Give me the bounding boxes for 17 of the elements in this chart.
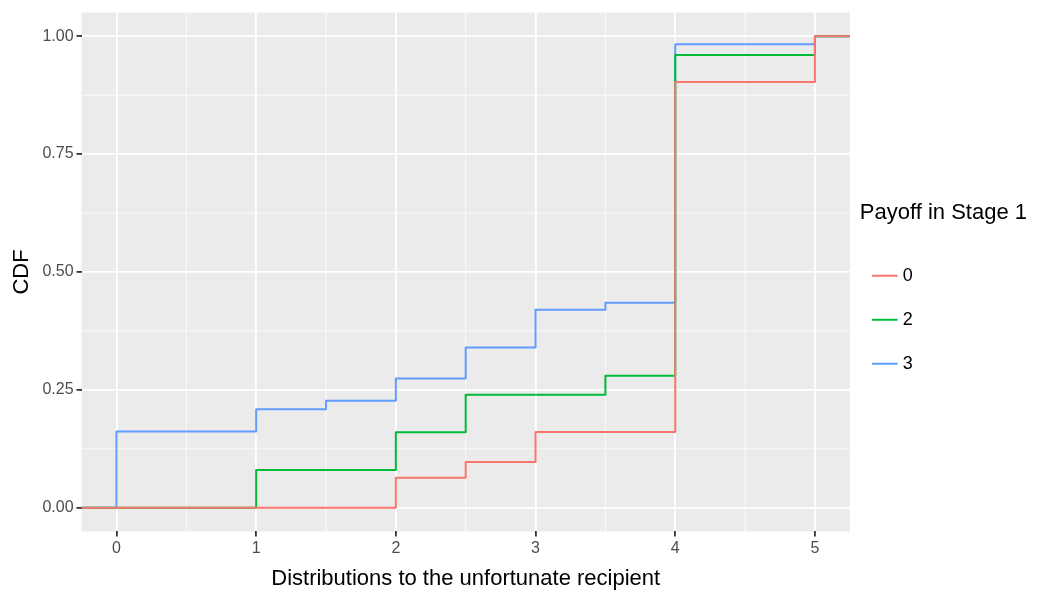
x-tick-label: 1	[251, 539, 261, 557]
y-tick-label: 0.00	[42, 498, 74, 516]
x-tick-label: 0	[112, 539, 122, 557]
x-tick-label: 2	[391, 539, 401, 557]
legend-label: 0	[902, 264, 913, 285]
x-tick-label: 3	[531, 539, 541, 557]
legend-title: Payoff in Stage 1	[859, 199, 1028, 225]
y-tick-label: 0.75	[42, 144, 74, 162]
y-tick-label: 0.25	[42, 380, 74, 398]
y-tick-label: 1.00	[42, 26, 74, 44]
legend-label: 2	[902, 308, 913, 329]
x-tick-label: 4	[670, 539, 680, 557]
legend-label: 3	[902, 352, 913, 373]
x-axis-title: Distributions to the unfortunate recipient	[271, 564, 661, 590]
y-axis-title: CDF	[8, 249, 34, 295]
x-tick-label: 5	[810, 539, 820, 557]
y-tick-label: 0.50	[42, 262, 74, 280]
